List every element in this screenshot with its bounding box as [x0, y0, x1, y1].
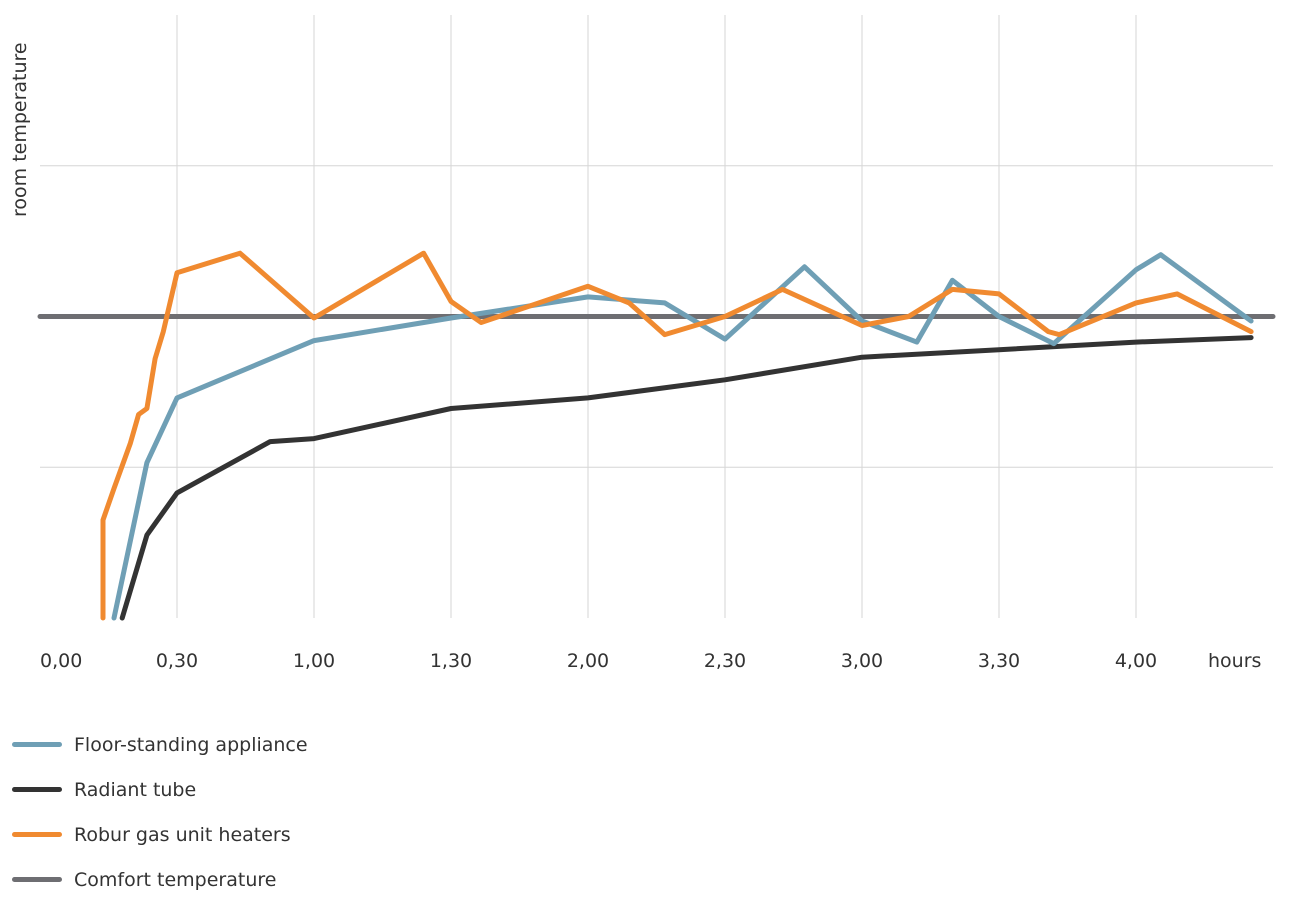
legend-item: Robur gas unit heaters — [12, 812, 308, 857]
series-line-floor-standing-appliance — [111, 252, 1254, 621]
legend: Floor-standing appliance Radiant tube Ro… — [12, 722, 308, 902]
x-tick-label: 1,30 — [430, 650, 472, 672]
series-lines — [37, 250, 1276, 621]
legend-item: Radiant tube — [12, 767, 308, 812]
y-axis-label: room temperature — [9, 42, 31, 217]
x-tick-label: 4,00 — [1115, 650, 1157, 672]
x-tick-label: 2,30 — [704, 650, 746, 672]
x-tick-label: 0,30 — [156, 650, 198, 672]
legend-swatch — [12, 742, 62, 747]
x-tick-label: 3,00 — [841, 650, 883, 672]
legend-item: Comfort temperature — [12, 857, 308, 902]
x-tick-label: 0,00 — [40, 650, 82, 672]
legend-label: Radiant tube — [74, 778, 197, 801]
legend-swatch — [12, 877, 62, 882]
x-axis-label: hours — [1208, 650, 1261, 672]
legend-item: Floor-standing appliance — [12, 722, 308, 767]
x-tick-label: 2,00 — [567, 650, 609, 672]
series-line-robur-gas-unit-heaters — [100, 250, 1254, 621]
x-tick-label: 1,00 — [293, 650, 335, 672]
series-line-radiant-tube — [119, 335, 1254, 621]
chart: 0,00 0,30 1,00 1,30 2,00 2,30 3,00 3,30 4,00 roo… — [9, 15, 1276, 672]
legend-label: Floor-standing appliance — [74, 733, 308, 756]
legend-swatch — [12, 832, 62, 837]
legend-label: Comfort temperature — [74, 868, 277, 891]
x-tick-label: 3,30 — [978, 650, 1020, 672]
tick-labels: 0,00 0,30 1,00 1,30 2,00 2,30 3,00 3,30 4,00 — [40, 650, 1157, 672]
legend-label: Robur gas unit heaters — [74, 823, 291, 846]
legend-swatch — [12, 787, 62, 792]
